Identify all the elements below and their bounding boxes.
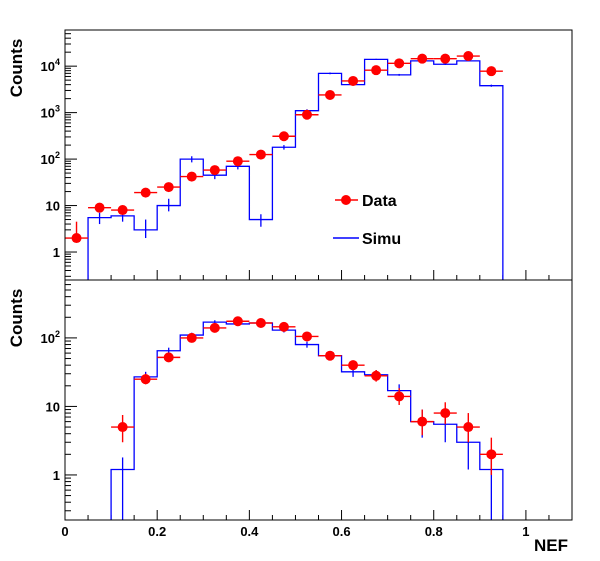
bottom-y-tick-label: 1 [53,468,60,483]
bottom-data-point [301,331,312,342]
top-data-point [486,66,497,77]
bottom-y-tick-label: 10 [46,399,60,414]
top-data-point [186,171,197,182]
x-tick-label: 1 [522,524,529,539]
top-data-point [371,65,382,76]
bottom-data-point [163,352,174,363]
top-data-point [232,156,243,167]
bottom-y-tick-label: 102 [41,329,60,346]
x-axis-label: NEF [534,536,568,555]
top-y-tick-label: 1 [53,245,60,260]
legend-label: Data [362,193,397,210]
top-data-point [440,53,451,64]
bottom-data-point [371,370,382,381]
bottom-data-point [440,408,451,419]
top-y-tick-label: 103 [41,104,60,121]
top-panel: 1 10 102 103 104 Counts Data Simu [7,29,573,281]
x-tick-label: 0.2 [148,524,166,539]
legend: Data Simu [333,193,401,248]
top-y-tick-label: 102 [41,150,60,167]
bottom-data-point [348,360,359,371]
top-data-point [117,205,128,216]
x-tick-label: 0.6 [333,524,351,539]
top-data-point [209,165,220,176]
bottom-data-point [394,391,405,402]
bottom-panel-frame [64,279,573,521]
top-y-tick-label: 104 [41,57,60,74]
top-data-point [278,131,289,142]
top-data-point [394,58,405,69]
top-y-axis-label: Counts [7,39,26,98]
bottom-data-point [278,321,289,332]
top-data-point [255,149,266,160]
top-data-point [325,89,336,100]
bottom-data-point [486,449,497,460]
top-data-point [417,53,428,64]
top-data-point [463,51,474,62]
top-data-point [94,202,105,213]
bottom-y-axis-label: Counts [7,289,26,348]
top-data-point [348,75,359,86]
x-tick-label: 0 [61,524,68,539]
bottom-data-point [117,422,128,433]
legend-data-marker [341,195,351,205]
legend-label: Simu [362,231,401,248]
bottom-data-point [325,350,336,361]
top-y-tick-label: 10 [46,199,60,214]
bottom-panel: 0 0.2 0.4 0.6 0.8 1 1 10 102 Counts NEF [7,279,573,555]
top-data-point [140,187,151,198]
bottom-data-point [186,332,197,343]
bottom-data-point [209,322,220,333]
x-tick-label: 0.4 [240,524,259,539]
top-data-point [301,109,312,120]
bottom-data-point [255,318,266,329]
bottom-data-point [417,416,428,427]
x-tick-label: 0.8 [425,524,443,539]
bottom-data-point [140,374,151,385]
top-data-point [163,182,174,193]
top-simu-histogram [87,58,504,280]
top-data-point [71,233,82,244]
bottom-data-point [232,316,243,327]
bottom-data-point [463,422,474,433]
